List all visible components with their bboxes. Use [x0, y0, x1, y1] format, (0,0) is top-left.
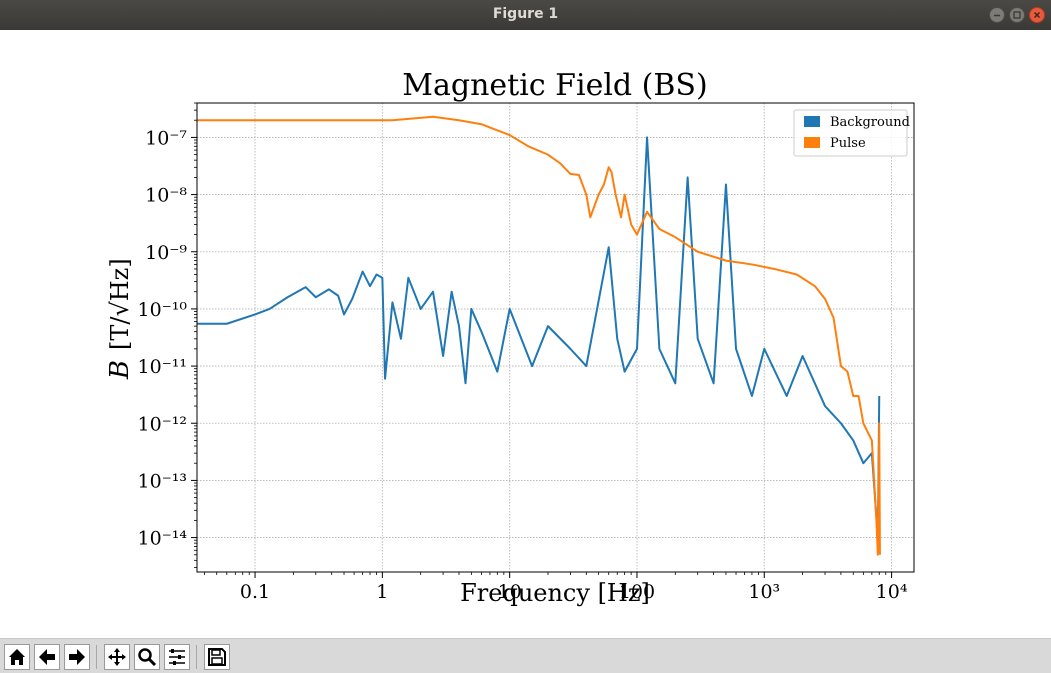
maximize-button[interactable] — [1009, 7, 1025, 23]
y-tick-label: 10⁻¹³ — [138, 470, 187, 492]
minimize-icon — [994, 14, 1000, 17]
y-tick-label: 10⁻⁸ — [145, 185, 187, 207]
y-tick-label: 10⁻⁷ — [145, 127, 187, 149]
legend-label-pulse: Pulse — [830, 136, 866, 151]
navigation-toolbar — [0, 638, 1051, 673]
legend-swatch-background — [804, 116, 820, 127]
legend-swatch-pulse — [804, 137, 820, 148]
back-button[interactable] — [34, 644, 60, 670]
minimize-button[interactable] — [989, 7, 1005, 23]
back-icon — [39, 649, 55, 665]
close-button[interactable] — [1029, 7, 1045, 23]
plot-frame — [196, 102, 915, 573]
figure-canvas[interactable]: 0.1 1 10 100 10³ 10⁴ 10⁻⁷ 10⁻⁸ 10⁻⁹ 10⁻¹⁰ 10⁻¹¹ 10⁻… — [0, 30, 1051, 638]
chart-svg: 0.1 1 10 100 10³ 10⁴ 10⁻⁷ 10⁻⁸ 10⁻⁹ 10⁻¹⁰ 10⁻¹¹ 10⁻… — [105, 68, 915, 607]
x-tick-label: 10³ — [748, 581, 780, 603]
close-icon — [1033, 11, 1041, 19]
x-axis-label: Frequency [Hz] — [460, 579, 650, 607]
window-title: Figure 1 — [492, 6, 559, 22]
configure-subplots-button[interactable] — [164, 644, 190, 670]
zoom-button[interactable] — [134, 644, 160, 670]
save-button[interactable] — [204, 644, 230, 670]
toolbar-separator — [196, 645, 197, 669]
x-tick-label: 0.1 — [240, 581, 270, 603]
series-lines — [197, 115, 881, 556]
y-axis-label-symbol: B — [105, 360, 135, 380]
forward-button[interactable] — [64, 644, 90, 670]
y-tick-label: 10⁻¹⁰ — [138, 299, 188, 321]
pan-button[interactable] — [104, 644, 130, 670]
zoom-icon — [138, 648, 157, 667]
toolbar-separator — [96, 645, 97, 669]
x-tick-label: 100 — [619, 581, 655, 603]
pan-icon — [108, 648, 126, 666]
chart-title: Magnetic Field (BS) — [402, 68, 707, 103]
y-axis-label: B [T/√Hz] — [105, 258, 135, 380]
x-tick-label: 10 — [498, 581, 522, 603]
legend: Background Pulse — [793, 109, 910, 157]
home-button[interactable] — [4, 644, 30, 670]
y-tick-label: 10⁻⁹ — [145, 242, 187, 264]
y-axis-label-unit: [T/√Hz] — [106, 258, 134, 350]
series-line-background — [197, 136, 881, 539]
legend-label-background: Background — [830, 115, 910, 130]
forward-icon — [69, 649, 85, 665]
y-tick-label: 10⁻¹⁴ — [138, 528, 188, 550]
window-titlebar: Figure 1 — [0, 0, 1051, 30]
configure-subplots-icon — [169, 649, 185, 665]
x-tick-label: 10⁴ — [876, 581, 908, 603]
y-tick-label: 10⁻¹² — [138, 413, 187, 435]
home-icon — [9, 649, 25, 665]
axis-ticks: 0.1 1 10 100 10³ 10⁴ 10⁻⁷ 10⁻⁸ 10⁻⁹ 10⁻¹⁰ 10⁻¹¹ 10⁻… — [138, 102, 908, 603]
grid — [197, 103, 914, 572]
series-line-pulse — [197, 115, 881, 556]
y-tick-label: 10⁻¹¹ — [138, 356, 187, 378]
save-icon — [208, 648, 226, 666]
x-tick-label: 1 — [376, 581, 388, 603]
maximize-icon — [1013, 11, 1021, 19]
legend-box — [793, 109, 908, 157]
